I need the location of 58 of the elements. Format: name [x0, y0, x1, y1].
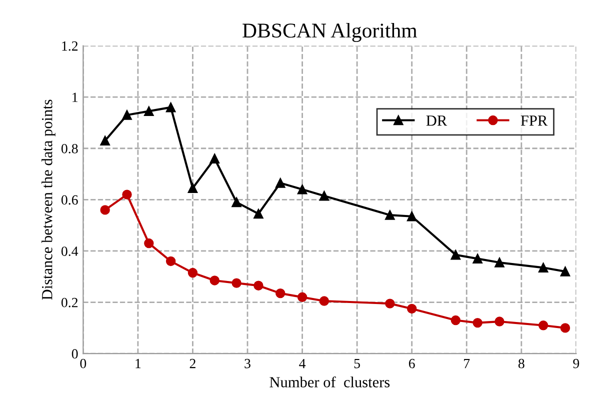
point [385, 210, 395, 220]
y-tick-label: 0.4 [61, 246, 78, 256]
x-axis-title: Number of clusters [270, 376, 390, 388]
x-tick-label: 4 [299, 358, 306, 368]
point [122, 110, 132, 120]
point [276, 288, 286, 298]
point [210, 276, 220, 286]
y-tick-label: 0 [72, 349, 78, 359]
point [297, 292, 308, 302]
x-tick-label: 6 [408, 358, 415, 368]
point [122, 190, 132, 200]
point [560, 323, 570, 333]
point [254, 208, 264, 219]
x-tick-label: 3 [244, 358, 250, 368]
y-tick-label: 0.6 [61, 195, 78, 205]
y-tick-label: 0.8 [61, 144, 78, 154]
point [319, 190, 330, 201]
x-tick-label: 7 [464, 359, 470, 368]
legend-label: DR [426, 116, 448, 126]
y-tick-label: 1 [72, 92, 78, 102]
point [297, 184, 308, 194]
x-tick-label: 1 [136, 358, 141, 368]
point [450, 315, 461, 326]
point [166, 256, 176, 266]
point [232, 197, 242, 208]
point [406, 211, 417, 222]
point [538, 320, 548, 330]
point [494, 258, 504, 268]
point [144, 238, 154, 248]
point [188, 268, 198, 278]
x-tick-label: 2 [190, 358, 196, 368]
point [144, 106, 154, 116]
y-tick-label: 1.2 [62, 41, 78, 51]
y-axis-title: Distance between the data points [42, 100, 56, 300]
y-tick-label: 0.2 [61, 298, 78, 308]
legend-label: FPR [520, 116, 548, 126]
point [472, 254, 482, 264]
point [100, 136, 110, 146]
point [100, 205, 110, 215]
chart-title: DBSCAN Algorithm [242, 22, 418, 42]
point [319, 296, 330, 306]
point [406, 304, 417, 314]
point [538, 262, 548, 273]
point [188, 183, 198, 193]
point [254, 280, 264, 290]
point [472, 318, 482, 328]
x-tick-label: 0 [80, 358, 86, 368]
x-tick-label: 9 [573, 358, 580, 368]
point [385, 298, 395, 308]
x-tick-label: 5 [354, 359, 360, 368]
x-tick-label: 8 [518, 358, 524, 368]
point [166, 102, 176, 112]
point [276, 178, 286, 188]
point [494, 316, 504, 326]
point [450, 250, 461, 260]
point [210, 154, 220, 164]
point [560, 266, 570, 276]
point [232, 278, 242, 288]
